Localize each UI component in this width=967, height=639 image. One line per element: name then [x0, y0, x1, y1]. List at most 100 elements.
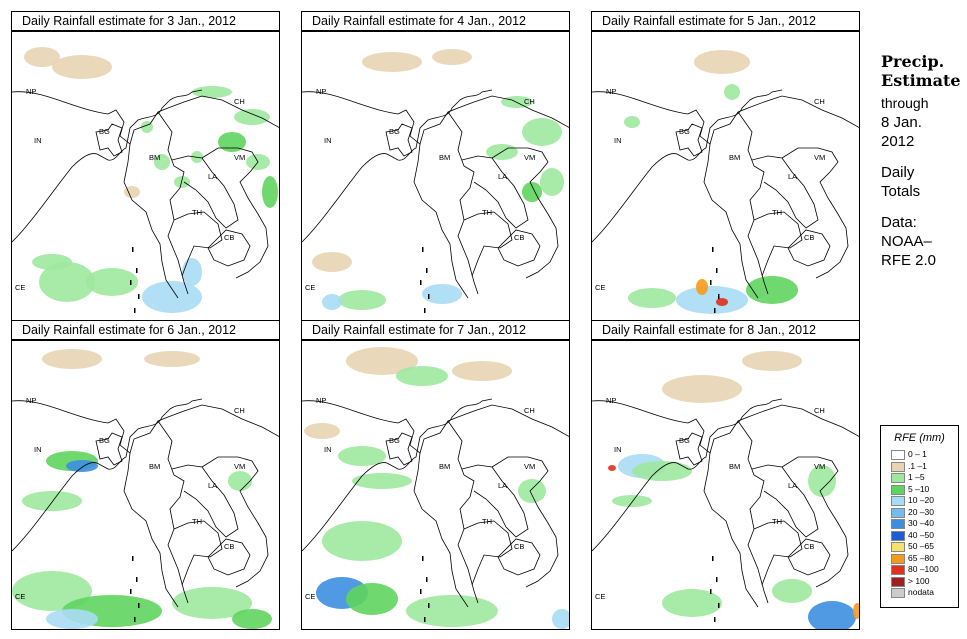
country-label-th: TH [772, 517, 782, 526]
boundary-line [592, 400, 689, 424]
map-svg: NP CH IN BG BM VM LA TH CB CE [592, 351, 859, 629]
rainfall-area [676, 286, 748, 314]
country-label-ch: CH [814, 406, 825, 415]
legend-item: 50 –65 [891, 541, 953, 553]
rainfall-area [124, 186, 140, 198]
country-label-np: NP [316, 396, 326, 405]
rainfall-blotches [312, 49, 564, 310]
rainfall-area [346, 347, 418, 375]
boundary-line [385, 123, 413, 157]
legend-label: 80 –100 [908, 564, 939, 574]
boundary-line [12, 400, 109, 424]
panel-jan5: Daily Rainfall estimate for 5 Jan., 2012… [591, 11, 860, 321]
boundary-line [385, 432, 413, 466]
country-label-ce: CE [595, 592, 605, 601]
rainfall-blotches [608, 351, 859, 629]
legend-swatch [891, 461, 905, 472]
boundary-line [95, 123, 123, 157]
island [716, 268, 718, 273]
boundary-line [463, 520, 513, 586]
legend-label: 50 –65 [908, 541, 934, 551]
boundary-line [157, 111, 189, 295]
rainfall-area [192, 86, 232, 98]
map-svg: NP CH IN BG BM VM LA TH CB CE [12, 47, 279, 313]
legend-swatch [891, 576, 905, 587]
island [716, 577, 718, 582]
country-boundaries [592, 398, 859, 608]
country-label-bg: BG [99, 436, 110, 445]
country-label-bm: BM [729, 153, 740, 162]
island [422, 556, 424, 561]
boundary-line [787, 229, 831, 267]
island [428, 294, 430, 299]
boundary-line [167, 404, 279, 437]
rainfall-area [518, 479, 546, 503]
island [714, 617, 716, 622]
rainfall-area [716, 298, 728, 306]
legend-label: 1 –5 [908, 472, 925, 482]
rainfall-area [262, 176, 278, 208]
island [134, 308, 136, 313]
country-label-cb: CB [804, 542, 814, 551]
legend-swatch [891, 507, 905, 518]
legend-swatch [891, 542, 905, 552]
legend-label: .1 –1 [908, 460, 927, 471]
rainfall-area [662, 375, 742, 403]
legend-item: .1 –1 [891, 460, 953, 473]
rainfall-area [218, 132, 246, 152]
boundary-line [12, 398, 203, 552]
country-label-in: IN [34, 445, 42, 454]
island [428, 603, 430, 608]
legend-item: > 100 [891, 575, 953, 588]
panel-title: Daily Rainfall estimate for 7 Jan., 2012 [301, 320, 570, 340]
country-label-bg: BG [99, 127, 110, 136]
legend-label: 30 –40 [908, 518, 934, 528]
country-boundaries [12, 398, 279, 608]
legend-item: 1 –5 [891, 472, 953, 484]
rainfall-blotches [304, 347, 569, 629]
island [138, 294, 140, 299]
panel-title: Daily Rainfall estimate for 4 Jan., 2012 [301, 11, 570, 31]
rainfall-blotches [12, 349, 272, 629]
legend-label: > 100 [908, 575, 930, 586]
rainfall-area [52, 55, 112, 79]
rainfall-area [552, 609, 569, 629]
rainfall-area [338, 446, 386, 466]
island [422, 247, 424, 252]
boundary-line [491, 147, 559, 279]
legend-swatch [891, 473, 905, 483]
rainfall-area [432, 49, 472, 65]
rainfall-area [396, 366, 448, 386]
boundary-line [95, 432, 123, 466]
boundary-line [592, 398, 783, 552]
boundary-line [302, 91, 399, 115]
country-label-th: TH [482, 208, 492, 217]
boundary-line [447, 111, 479, 295]
map-svg: NP CH IN BG BM VM LA TH CB CE [302, 347, 569, 629]
island [712, 556, 714, 561]
country-label-th: TH [192, 208, 202, 217]
legend-swatch [891, 450, 905, 460]
boundary-line [413, 452, 469, 608]
island [420, 280, 422, 285]
boundary-line [737, 111, 769, 295]
country-label-bm: BM [149, 153, 160, 162]
boundary-line [781, 147, 849, 279]
rainfall-area [228, 471, 252, 491]
data-line-2: NOAA– [881, 233, 932, 250]
rainfall-area [724, 84, 740, 100]
sidebar-title-2: Estimate [881, 71, 961, 90]
rainfall-area [322, 521, 402, 561]
rainfall-area [304, 423, 340, 439]
legend-item: 10 –20 [891, 495, 953, 507]
legend-label: 10 –20 [908, 495, 934, 505]
country-label-in: IN [34, 136, 42, 145]
rainfall-area [66, 460, 98, 472]
boundary-line [461, 155, 529, 229]
boundary-line [491, 456, 559, 588]
rainfall-area [742, 351, 802, 371]
island [132, 247, 134, 252]
country-label-cb: CB [224, 233, 234, 242]
boundary-line [751, 155, 819, 229]
country-label-vm: VM [524, 462, 535, 471]
